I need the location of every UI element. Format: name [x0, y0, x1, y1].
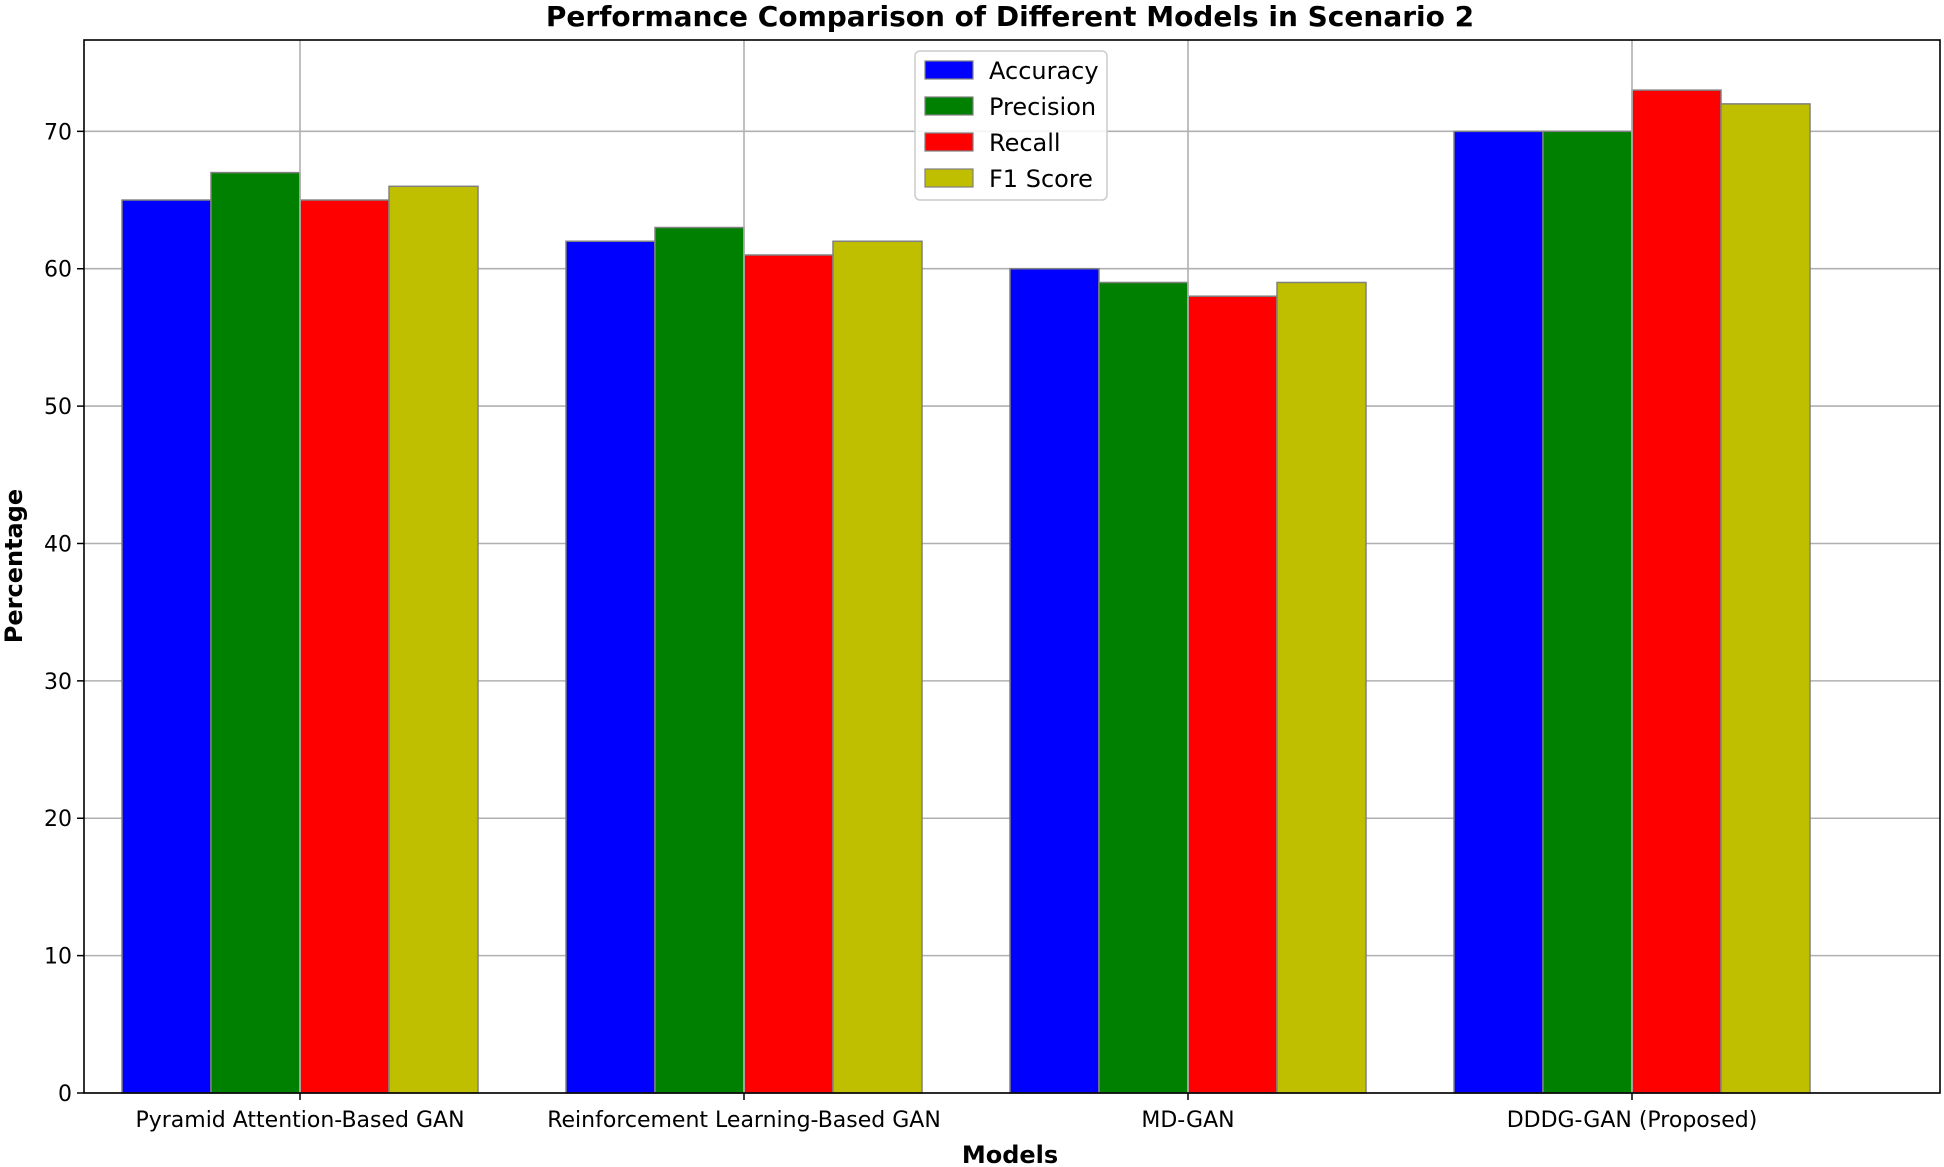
- x-tick-label: Reinforcement Learning-Based GAN: [547, 1108, 941, 1133]
- legend-items: Accuracy Precision Recall F1 Score: [924, 57, 1099, 193]
- bar-precision: [1542, 130, 1633, 1094]
- y-axis-label: Percentage: [0, 489, 28, 643]
- bars-layer: [121, 89, 1811, 1094]
- legend-swatch-accuracy: [924, 60, 974, 80]
- x-tick-label: DDDG-GAN (Proposed): [1507, 1108, 1758, 1133]
- y-tick-label: 40: [44, 532, 72, 557]
- bar-recall: [743, 254, 834, 1094]
- bar-precision: [210, 171, 301, 1094]
- y-tick-label: 20: [44, 807, 72, 832]
- bar-f1-score: [388, 185, 479, 1094]
- y-tick-layer: 0 10 20 30 40 50 60 70: [44, 120, 84, 1107]
- bar-recall: [299, 199, 390, 1094]
- x-axis-label: Models: [962, 1141, 1058, 1167]
- legend-box: [914, 50, 1108, 201]
- bar-f1-score: [1720, 103, 1811, 1094]
- legend-label: Precision: [989, 93, 1096, 121]
- legend-swatch-precision: [924, 96, 974, 116]
- bar-f1-score: [1276, 281, 1367, 1094]
- bar-precision: [1098, 281, 1189, 1094]
- y-tick-label: 10: [44, 945, 72, 970]
- x-tick-label: MD-GAN: [1141, 1108, 1234, 1133]
- x-tick-label: Pyramid Attention-Based GAN: [135, 1108, 464, 1133]
- plot-area-frame: [83, 39, 1941, 1094]
- y-tick-label: 30: [44, 670, 72, 695]
- legend-label: Accuracy: [989, 57, 1099, 85]
- y-tick-label: 70: [44, 120, 72, 145]
- bar-f1-score: [832, 240, 923, 1094]
- legend: Accuracy Precision Recall F1 Score: [914, 50, 1108, 201]
- chart-title: Performance Comparison of Different Mode…: [546, 0, 1474, 33]
- bar-accuracy: [1009, 267, 1100, 1094]
- bar-precision: [654, 226, 745, 1094]
- y-tick-label: 50: [44, 395, 72, 420]
- bar-accuracy: [565, 240, 656, 1094]
- legend-label: Recall: [989, 129, 1061, 157]
- y-tick-label: 60: [44, 258, 72, 283]
- x-tick-layer: Pyramid Attention-Based GAN Reinforcement…: [135, 1093, 1757, 1133]
- bar-accuracy: [121, 199, 212, 1094]
- bar-accuracy: [1453, 130, 1544, 1094]
- legend-swatch-f1-score: [924, 168, 974, 188]
- bar-recall: [1631, 89, 1722, 1094]
- legend-swatch-recall: [924, 132, 974, 152]
- bar-recall: [1187, 295, 1278, 1094]
- y-tick-label: 0: [58, 1082, 72, 1107]
- vertical-grid-layer: [299, 40, 1633, 1093]
- legend-label: F1 Score: [989, 165, 1093, 193]
